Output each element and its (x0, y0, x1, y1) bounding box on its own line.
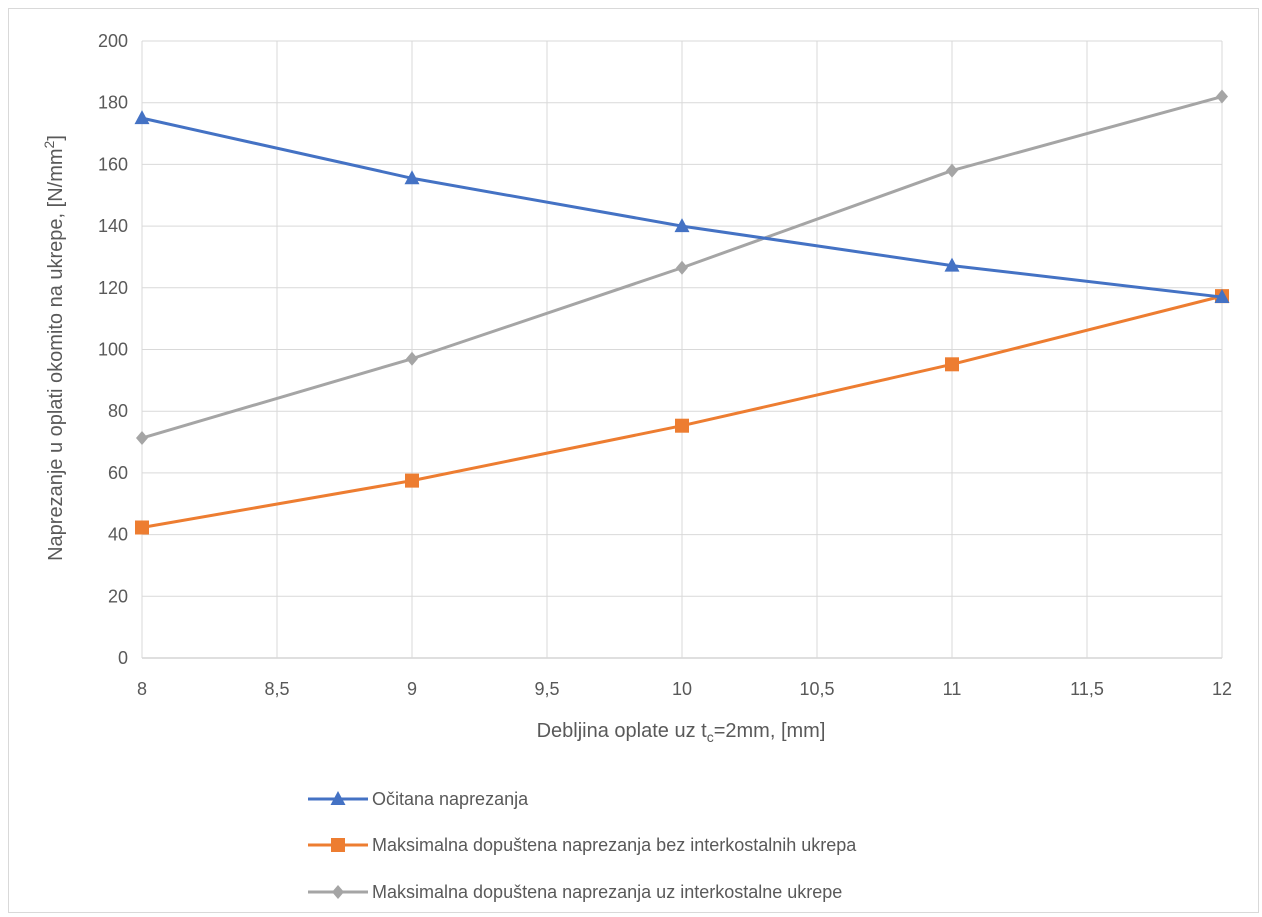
legend-label: Očitana naprezanja (372, 789, 529, 809)
y-tick-label: 20 (108, 586, 128, 606)
x-tick-label: 9,5 (534, 679, 559, 699)
x-axis-ticks: 8 8,5 9 9,5 10 10,5 11 11,5 12 (137, 679, 1232, 699)
data-point (135, 520, 149, 535)
legend-marker (330, 791, 346, 805)
legend-marker (331, 838, 345, 852)
series-1 (134, 110, 1230, 304)
x-tick-label: 11,5 (1070, 679, 1104, 699)
data-point (1214, 289, 1230, 304)
data-point (676, 260, 688, 275)
data-point (134, 110, 150, 125)
y-tick-label: 100 (98, 340, 128, 360)
data-point (405, 473, 419, 488)
data-point (944, 257, 960, 272)
data-point (946, 163, 958, 178)
data-point (945, 357, 959, 372)
series-2 (135, 289, 1229, 535)
data-point (675, 418, 689, 433)
y-tick-label: 160 (98, 154, 128, 174)
x-tick-label: 10 (672, 679, 692, 699)
legend-label: Maksimalna dopuštena naprezanja uz inter… (372, 882, 842, 902)
legend-label: Maksimalna dopuštena naprezanja bez inte… (372, 835, 857, 855)
y-tick-label: 80 (108, 401, 128, 421)
y-axis-ticks: 0 20 40 60 80 100 120 140 160 180 200 (98, 31, 128, 668)
x-tick-label: 10,5 (799, 679, 834, 699)
x-tick-label: 11 (943, 679, 962, 699)
gridlines (141, 40, 1223, 659)
y-tick-label: 60 (108, 463, 128, 483)
y-tick-label: 0 (118, 648, 128, 668)
x-tick-label: 8 (137, 679, 147, 699)
y-tick-label: 120 (98, 278, 128, 298)
y-tick-label: 200 (98, 31, 128, 51)
legend-marker (332, 885, 344, 899)
data-point (404, 170, 420, 185)
y-tick-label: 140 (98, 216, 128, 236)
data-point (674, 218, 690, 233)
x-tick-label: 8,5 (264, 679, 289, 699)
legend-item: Maksimalna dopuštena naprezanja bez inte… (308, 835, 857, 855)
y-axis-title: Naprezanje u oplati okomito na ukrepe, [… (41, 135, 67, 561)
data-point (136, 431, 148, 446)
data-point (406, 351, 418, 366)
legend-item: Maksimalna dopuštena naprezanja uz inter… (308, 882, 842, 902)
x-axis-title: Debljina oplate uz tc=2mm, [mm] (537, 720, 826, 745)
chart-frame (8, 8, 1259, 913)
y-tick-label: 40 (108, 525, 128, 545)
series-3 (136, 89, 1228, 446)
y-tick-label: 180 (98, 93, 128, 113)
x-tick-label: 12 (1212, 679, 1232, 699)
legend: Očitana naprezanja Maksimalna dopuštena n… (308, 789, 857, 902)
series-group (134, 89, 1230, 535)
x-tick-label: 9 (407, 679, 417, 699)
data-point (1216, 89, 1228, 104)
legend-item: Očitana naprezanja (308, 789, 529, 809)
